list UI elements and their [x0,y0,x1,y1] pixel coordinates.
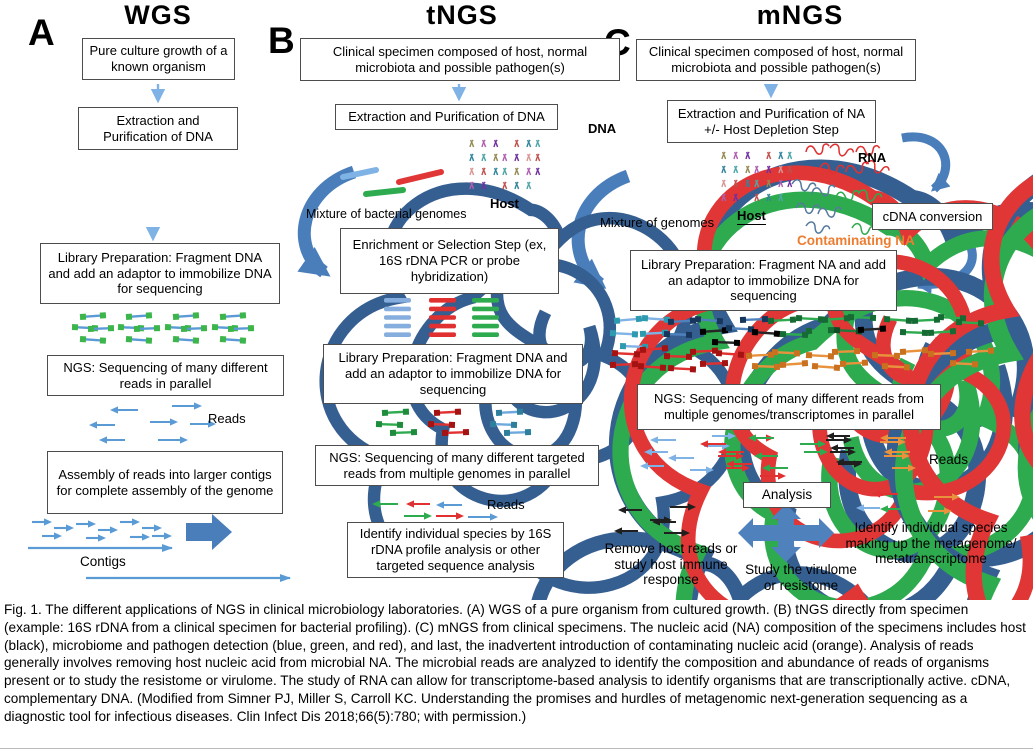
wgs-library-box: Library Preparation: Fragment DNA and ad… [40,243,280,304]
tngs-reads-label: Reads [487,497,525,512]
mngs-rna-label: RNA [858,150,887,165]
tngs-enrichment-box: Enrichment or Selection Step (ex, 16S rD… [340,228,559,294]
mngs-outcome-remove-host: Remove host reads or study host immune r… [604,541,738,588]
wgs-extraction-box: Extraction and Purification of DNA [78,107,238,150]
reads-mngs [614,432,960,537]
block-arrow-icon [186,514,232,550]
mngs-specimen-box: Clinical specimen composed of host, norm… [636,39,916,81]
tngs-ngs-box: NGS: Sequencing of many different target… [315,445,599,486]
flow-arrow-icons [145,84,779,242]
mngs-title: mNGS [756,0,844,30]
reads-wgs [89,402,216,444]
dna-fragments-tngs [375,408,532,436]
contig-lines [28,544,291,582]
mngs-library-box: Library Preparation: Fragment NA and add… [630,250,897,311]
host-karyotype-icon [721,151,793,202]
tngs-library-box: Library Preparation: Fragment DNA and ad… [323,344,583,404]
enriched-amplicon-stacks [384,298,499,337]
wgs-title: WGS [124,0,192,30]
mngs-host-label: Host [737,208,766,225]
contigs-icon [32,518,172,542]
tngs-mixture-label: Mixture of bacterial genomes [306,207,467,221]
host-karyotype-icon [469,139,541,190]
tngs-identify-box: Identify individual species by 16S rDNA … [347,522,564,578]
analysis-cross-arrow-icon [738,504,834,562]
genome-icons [326,161,1033,600]
mngs-mixture-label: Mixture of genomes [600,215,715,230]
wgs-contigs-label: Contigs [80,554,126,569]
na-fragments-mngs [609,314,995,373]
mngs-contaminating-label: Contaminating NA [797,233,915,248]
dna-fragments-wgs [71,312,255,344]
wgs-ngs-box: NGS: Sequencing of many different reads … [47,355,284,396]
wgs-assembly-box: Assembly of reads into larger contigs fo… [47,451,283,514]
wgs-culture-box: Pure culture growth of a known organism [82,38,235,80]
tngs-title: tNGS [426,0,498,30]
mngs-analysis-box: Analysis [743,482,831,508]
mngs-cdna-box: cDNA conversion [872,203,993,230]
reads-tngs [372,500,498,521]
panel-b-letter: B [268,20,295,61]
mngs-ngs-box: NGS: Sequencing of many different reads … [637,384,941,430]
target-highlight-bars [340,167,444,197]
figure-caption: Fig. 1. The different applications of NG… [4,602,1026,724]
tngs-host-label: Host [490,196,519,211]
wgs-reads-label: Reads [208,411,246,426]
diagram-artwork [28,84,1033,600]
panel-a-letter: A [28,12,55,53]
tngs-specimen-box: Clinical specimen composed of host, norm… [300,38,620,81]
mngs-outcome-virulome: Study the virulome or resistome [745,562,857,593]
mngs-reads-label: Reads [929,452,969,467]
mngs-outcome-identify: Identify individual species making up th… [845,520,1017,567]
mngs-dna-label: DNA [588,121,617,136]
mngs-extraction-box: Extraction and Purification of NA +/- Ho… [667,100,876,143]
tngs-extraction-box: Extraction and Purification of DNA [335,104,558,130]
